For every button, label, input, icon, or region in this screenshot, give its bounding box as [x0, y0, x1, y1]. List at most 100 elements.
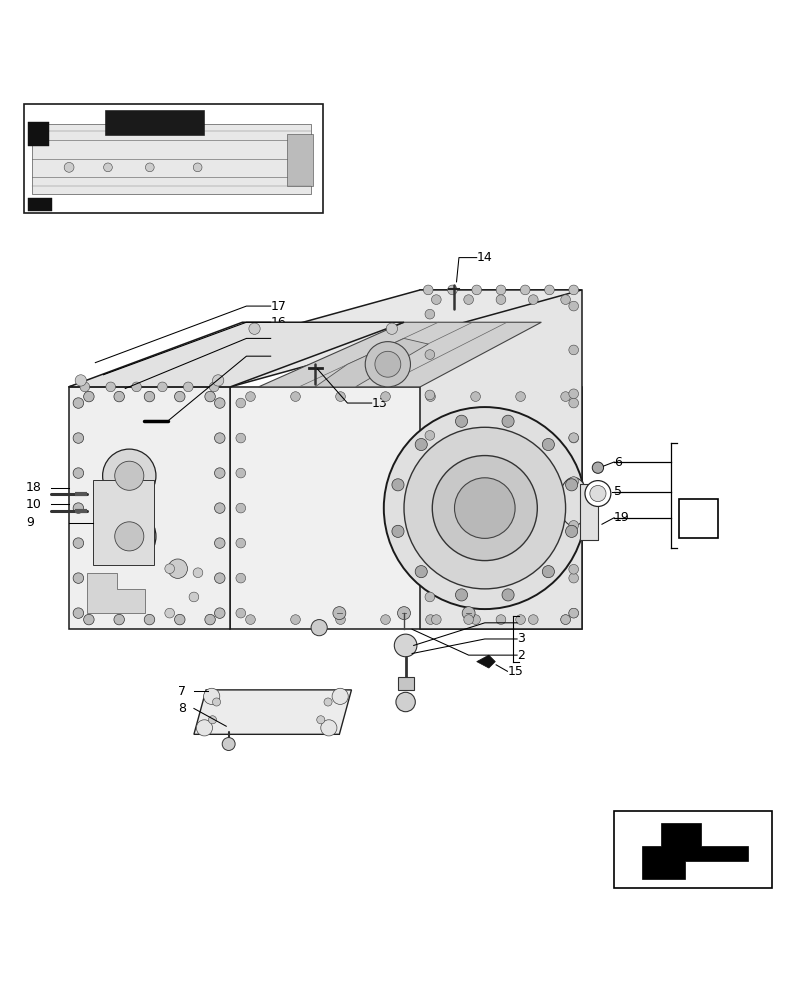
Circle shape: [454, 478, 515, 538]
Circle shape: [209, 382, 219, 392]
Text: 11: 11: [271, 332, 286, 345]
Circle shape: [569, 433, 579, 443]
Polygon shape: [194, 690, 351, 734]
Circle shape: [569, 433, 579, 443]
Circle shape: [425, 592, 435, 602]
Text: 1: 1: [694, 512, 702, 526]
Circle shape: [222, 738, 235, 750]
Polygon shape: [69, 322, 404, 387]
Circle shape: [569, 503, 579, 513]
Text: 7: 7: [178, 685, 186, 698]
Circle shape: [158, 382, 167, 392]
Text: 10: 10: [26, 498, 42, 511]
Circle shape: [74, 398, 84, 408]
Circle shape: [144, 614, 155, 625]
Circle shape: [592, 462, 604, 473]
Circle shape: [496, 295, 506, 304]
Circle shape: [74, 538, 84, 548]
Text: 15: 15: [507, 665, 524, 678]
Circle shape: [456, 589, 468, 601]
Circle shape: [246, 392, 255, 401]
Circle shape: [569, 477, 579, 486]
Text: 8: 8: [178, 702, 186, 715]
Circle shape: [75, 375, 86, 386]
Circle shape: [84, 614, 94, 625]
Circle shape: [542, 566, 554, 578]
Circle shape: [215, 538, 225, 548]
Bar: [93, 480, 154, 565]
Circle shape: [175, 614, 185, 625]
Circle shape: [311, 620, 327, 636]
Circle shape: [74, 433, 84, 443]
Circle shape: [566, 525, 578, 537]
Circle shape: [236, 608, 246, 618]
Bar: [24, 104, 323, 213]
Circle shape: [415, 566, 427, 578]
Circle shape: [431, 295, 441, 304]
Circle shape: [215, 573, 225, 583]
Circle shape: [561, 615, 570, 624]
Circle shape: [425, 390, 435, 400]
Circle shape: [236, 433, 246, 443]
Circle shape: [425, 511, 435, 521]
Circle shape: [114, 614, 124, 625]
Circle shape: [204, 688, 220, 704]
Text: 14: 14: [477, 251, 492, 264]
Circle shape: [74, 468, 84, 478]
Circle shape: [165, 608, 175, 618]
Circle shape: [249, 323, 260, 334]
Circle shape: [569, 564, 579, 574]
Text: 5: 5: [614, 485, 622, 498]
Circle shape: [396, 692, 415, 712]
Circle shape: [496, 285, 506, 295]
Circle shape: [425, 552, 435, 561]
Circle shape: [569, 573, 579, 583]
Circle shape: [189, 592, 199, 602]
Text: 6: 6: [614, 456, 622, 469]
Circle shape: [392, 525, 404, 537]
Circle shape: [569, 608, 579, 618]
Circle shape: [193, 568, 203, 578]
Bar: [614, 811, 772, 888]
Polygon shape: [69, 290, 582, 387]
Circle shape: [115, 522, 144, 551]
Circle shape: [425, 309, 435, 319]
Text: 16: 16: [271, 316, 286, 329]
Circle shape: [404, 427, 566, 589]
Circle shape: [246, 615, 255, 624]
Circle shape: [236, 538, 246, 548]
Bar: [679, 499, 718, 538]
Text: 3: 3: [517, 632, 525, 645]
Circle shape: [425, 471, 435, 481]
Circle shape: [569, 285, 579, 295]
Circle shape: [516, 615, 525, 624]
Circle shape: [236, 573, 246, 583]
Circle shape: [471, 392, 481, 401]
Circle shape: [236, 503, 246, 513]
Polygon shape: [315, 338, 428, 387]
Circle shape: [205, 614, 215, 625]
Circle shape: [114, 391, 124, 402]
Circle shape: [528, 295, 538, 304]
Circle shape: [462, 607, 475, 620]
Polygon shape: [477, 655, 495, 668]
Polygon shape: [87, 573, 145, 613]
Circle shape: [213, 375, 224, 386]
Circle shape: [193, 163, 202, 172]
Circle shape: [335, 615, 345, 624]
Circle shape: [566, 479, 578, 491]
Text: 19: 19: [614, 511, 629, 524]
Circle shape: [528, 615, 538, 624]
Circle shape: [103, 510, 156, 563]
Circle shape: [394, 634, 417, 657]
Circle shape: [569, 608, 579, 618]
Circle shape: [464, 615, 473, 624]
Circle shape: [333, 607, 346, 620]
Circle shape: [569, 345, 579, 355]
Polygon shape: [230, 387, 582, 629]
Circle shape: [213, 698, 221, 706]
Circle shape: [324, 698, 332, 706]
Circle shape: [569, 301, 579, 311]
Circle shape: [426, 392, 436, 401]
Polygon shape: [69, 387, 230, 629]
